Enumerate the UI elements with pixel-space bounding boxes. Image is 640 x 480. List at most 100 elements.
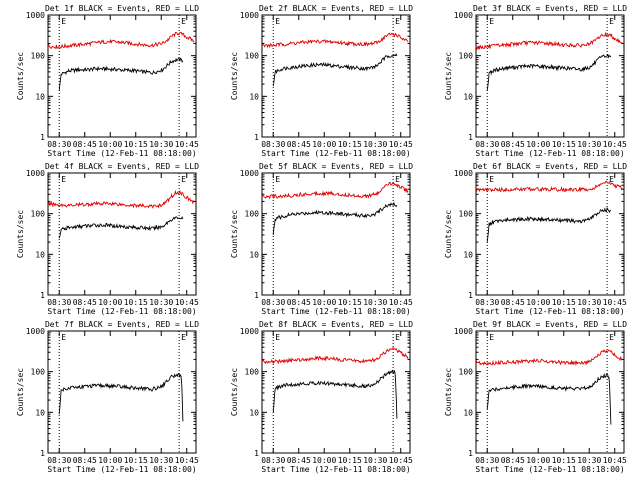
lld-series-line: [476, 180, 623, 193]
chart-title: Det 2f BLACK = Events, RED = LLD: [259, 4, 413, 13]
x-tick-label: 08:30: [475, 298, 499, 307]
x-tick-label: 10:45: [175, 456, 199, 465]
plot-frame: [261, 330, 411, 454]
x-tick-label: 08:30: [261, 298, 285, 307]
chart-panel: Det 8f BLACK = Events, RED = LLD 1 10 100 10…: [230, 320, 413, 474]
x-tick-label: 08:45: [501, 298, 525, 307]
y-tick-label: 100: [459, 210, 474, 219]
chart-panel: Det 7f BLACK = Events, RED = LLD 1 10 100 10…: [16, 320, 199, 474]
x-tick-label: 08:30: [475, 456, 499, 465]
x-tick-label: 08:30: [47, 140, 71, 149]
chart-title: Det 9f BLACK = Events, RED = LLD: [473, 320, 627, 329]
x-tick-label: 10:15: [552, 298, 576, 307]
y-tick-label: 100: [31, 210, 46, 219]
event-marker-label: E: [275, 175, 280, 184]
y-tick-label: 1000: [454, 169, 473, 178]
x-axis-label: Start Time (12-Feb-11 08:18:00): [47, 307, 196, 316]
x-tick-label: 10:45: [175, 140, 199, 149]
x-axis-label: Start Time (12-Feb-11 08:18:00): [261, 465, 410, 474]
y-tick-label: 1: [40, 291, 45, 300]
events-series-line: [486, 53, 612, 91]
events-series-line: [486, 372, 612, 425]
x-tick-label: 10:00: [312, 140, 336, 149]
y-tick-label: 1: [40, 449, 45, 458]
chart-title: Det 4f BLACK = Events, RED = LLD: [45, 162, 199, 171]
chart-panel: Det 1f BLACK = Events, RED = LLD 1 10 100 10…: [16, 4, 199, 158]
x-tick-label: 08:45: [73, 298, 97, 307]
y-tick-label: 1: [468, 291, 473, 300]
event-marker-label: E: [395, 17, 400, 26]
event-marker-label: E: [275, 333, 280, 342]
x-tick-label: 10:30: [149, 298, 173, 307]
x-tick-label: 08:30: [261, 456, 285, 465]
y-tick-label: 1: [40, 133, 45, 142]
x-tick-label: 10:45: [603, 140, 627, 149]
x-tick-label: 08:30: [261, 140, 285, 149]
event-marker-label: E: [489, 17, 494, 26]
events-series-line: [58, 216, 184, 239]
plot-frame: [475, 330, 625, 454]
plot-frame: [475, 14, 625, 138]
y-tick-label: 1000: [26, 169, 45, 178]
y-tick-label: 1: [468, 133, 473, 142]
x-tick-label: 10:30: [363, 140, 387, 149]
y-tick-label: 1000: [454, 11, 473, 20]
x-tick-label: 10:15: [338, 456, 362, 465]
x-tick-label: 10:15: [338, 140, 362, 149]
event-marker-label: E: [395, 333, 400, 342]
x-tick-label: 10:15: [552, 140, 576, 149]
x-tick-label: 08:45: [501, 140, 525, 149]
x-tick-label: 08:45: [287, 140, 311, 149]
x-tick-label: 10:45: [389, 140, 413, 149]
y-axis-label: Counts/sec: [230, 368, 239, 416]
y-tick-label: 100: [459, 52, 474, 61]
event-marker-label: E: [181, 17, 186, 26]
x-tick-label: 10:00: [98, 298, 122, 307]
event-marker-label: E: [609, 175, 614, 184]
x-axis-label: Start Time (12-Feb-11 08:18:00): [475, 465, 624, 474]
x-tick-label: 10:00: [526, 298, 550, 307]
chart-panel: Det 3f BLACK = Events, RED = LLD 1 10 100 10…: [444, 4, 627, 158]
x-axis-label: Start Time (12-Feb-11 08:18:00): [47, 465, 196, 474]
x-tick-label: 10:15: [124, 456, 148, 465]
event-marker-label: E: [489, 175, 494, 184]
y-tick-label: 1000: [240, 11, 259, 20]
x-tick-label: 10:00: [526, 140, 550, 149]
y-tick-label: 1000: [240, 169, 259, 178]
y-tick-label: 10: [35, 250, 45, 259]
events-series-line: [272, 53, 398, 87]
x-tick-label: 10:30: [577, 140, 601, 149]
plot-frame: [261, 172, 411, 296]
chart-title: Det 3f BLACK = Events, RED = LLD: [473, 4, 627, 13]
y-tick-label: 100: [31, 368, 46, 377]
plot-frame: [475, 172, 625, 296]
chart-title: Det 8f BLACK = Events, RED = LLD: [259, 320, 413, 329]
event-marker-label: E: [489, 333, 494, 342]
y-tick-label: 1: [254, 133, 259, 142]
x-axis-label: Start Time (12-Feb-11 08:18:00): [475, 307, 624, 316]
y-tick-label: 10: [35, 92, 45, 101]
y-tick-label: 1000: [240, 327, 259, 336]
x-tick-label: 10:30: [363, 298, 387, 307]
chart-title: Det 6f BLACK = Events, RED = LLD: [473, 162, 627, 171]
x-tick-label: 10:45: [603, 298, 627, 307]
x-tick-label: 08:45: [73, 456, 97, 465]
x-tick-label: 10:00: [98, 140, 122, 149]
x-tick-label: 10:30: [363, 456, 387, 465]
y-axis-label: Counts/sec: [444, 52, 453, 100]
plot-frame: [261, 14, 411, 138]
x-tick-label: 10:30: [577, 456, 601, 465]
events-series-line: [486, 206, 611, 243]
plot-frame: [47, 330, 197, 454]
chart-panel: Det 4f BLACK = Events, RED = LLD 1 10 100 10…: [16, 162, 199, 316]
x-axis-label: Start Time (12-Feb-11 08:18:00): [261, 149, 410, 158]
y-tick-label: 10: [463, 250, 473, 259]
y-axis-label: Counts/sec: [444, 368, 453, 416]
y-tick-label: 100: [245, 368, 260, 377]
y-tick-label: 100: [31, 52, 46, 61]
chart-panel: Det 5f BLACK = Events, RED = LLD 1 10 100 10…: [230, 162, 413, 316]
events-series-line: [272, 369, 398, 419]
y-tick-label: 10: [249, 408, 259, 417]
x-axis-label: Start Time (12-Feb-11 08:18:00): [475, 149, 624, 158]
